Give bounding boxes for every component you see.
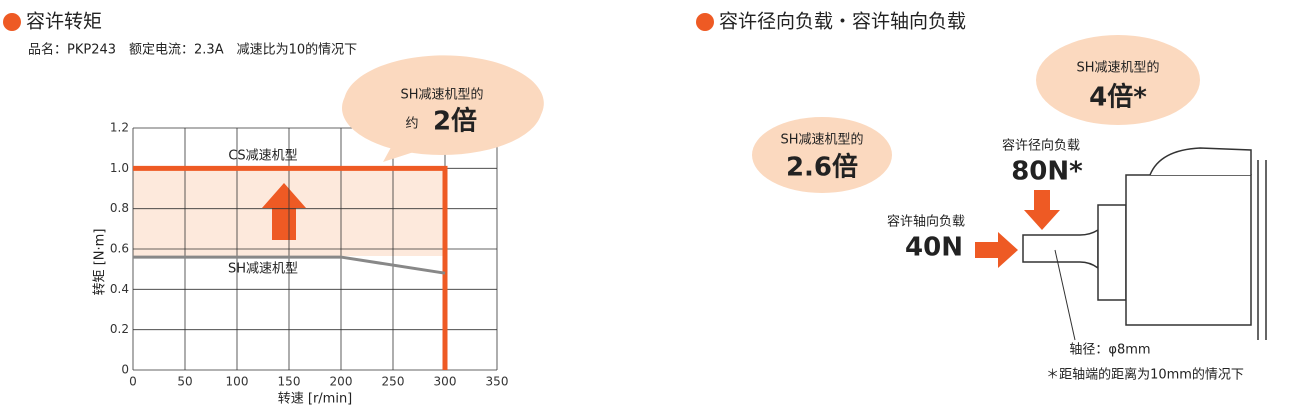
y-tick-label: 0.4 xyxy=(110,282,129,296)
x-tick-label: 350 xyxy=(486,375,509,389)
bubble-text: 4倍* xyxy=(1089,82,1147,113)
annotation: 约 xyxy=(405,117,418,132)
annotation: SH减速机型的 xyxy=(400,87,483,103)
x-tick-label: 50 xyxy=(177,375,192,389)
y-tick-label: 0.2 xyxy=(110,322,129,336)
bubble-text: SH减速机型的 xyxy=(1076,60,1159,76)
footnote: ＊距轴端的距离为10mm的情况下 xyxy=(1046,367,1244,383)
x-tick-label: 0 xyxy=(129,375,137,389)
arrow-right xyxy=(975,232,1018,268)
bubble xyxy=(752,117,892,193)
x-tick-label: 100 xyxy=(226,375,249,389)
bubble-text: SH减速机型的 xyxy=(780,132,863,148)
bubble-text: 2.6倍 xyxy=(786,152,858,183)
y-axis-label: 转矩 [N·m] xyxy=(93,229,108,296)
y-tick-label: 0.8 xyxy=(110,201,129,215)
motor xyxy=(1022,147,1267,341)
arrow-down xyxy=(1024,190,1060,230)
x-tick-label: 300 xyxy=(434,375,457,389)
y-tick-label: 1.2 xyxy=(110,121,129,135)
legend-label: CS减速机型 xyxy=(228,149,297,164)
axial-label: 容许轴向负载 xyxy=(887,214,965,230)
x-tick-label: 200 xyxy=(330,375,353,389)
diagram-title: 容许径向负载・容许轴向负载 xyxy=(719,11,966,33)
radial-label: 容许径向负载 xyxy=(1002,138,1080,154)
legend-label: SH减速机型 xyxy=(228,262,298,277)
bubble xyxy=(1036,35,1200,125)
plot: 0 0.2 0.4 0.6 0.8 1.0 1.2 0 50 100 150 200 250 300 350… xyxy=(110,121,509,389)
bullet xyxy=(3,13,21,31)
x-axis-label: 转速 [r/min] xyxy=(278,392,353,407)
y-tick-label: 0.6 xyxy=(110,242,129,256)
bubble xyxy=(342,61,542,155)
x-tick-label: 150 xyxy=(278,375,301,389)
x-tick-label: 250 xyxy=(382,375,405,389)
y-tick-label: 0 xyxy=(121,363,129,377)
chart-subtitle: 品名：PKP243 额定电流：2.3A 减速比为10的情况下 xyxy=(28,42,357,58)
series-line xyxy=(133,255,446,275)
series-line xyxy=(133,165,448,370)
y-tick-label: 1.0 xyxy=(110,161,129,175)
shaft-label: 轴径：φ8mm xyxy=(1069,343,1150,358)
up-arrow xyxy=(262,183,306,240)
radial-value: 80N* xyxy=(1011,157,1083,187)
annotation: 2倍 xyxy=(433,106,477,137)
axial-value: 40N xyxy=(905,233,963,263)
chart-title: 容许转矩 xyxy=(26,11,102,33)
bullet xyxy=(696,13,714,31)
